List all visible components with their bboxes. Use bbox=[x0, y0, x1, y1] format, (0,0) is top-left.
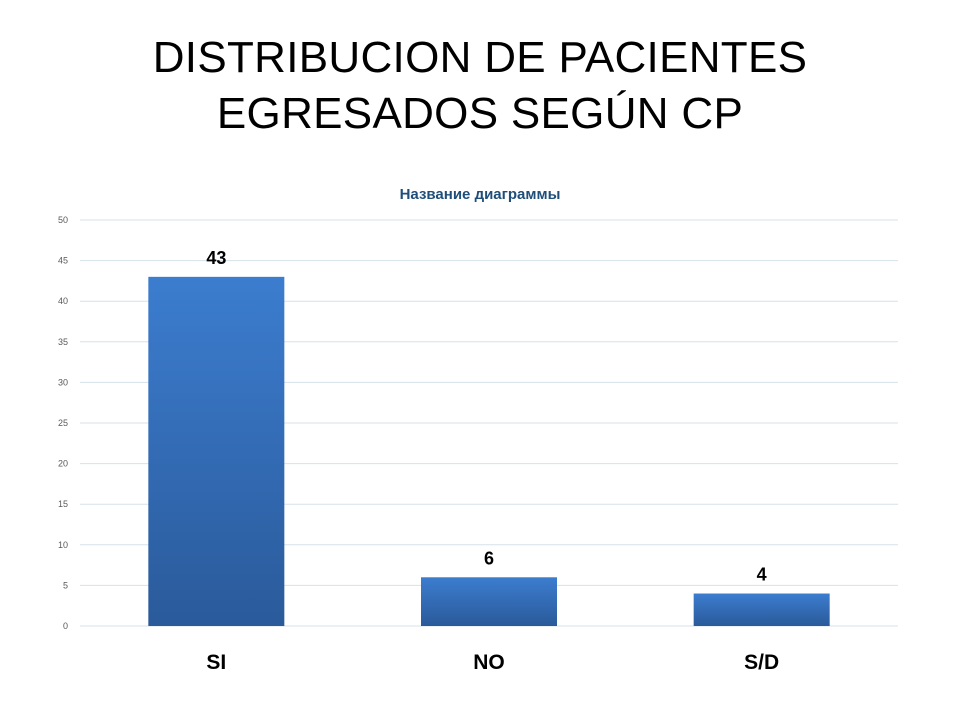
data-label: 43 bbox=[206, 248, 226, 268]
bar-no bbox=[421, 577, 557, 626]
y-tick-label: 35 bbox=[58, 337, 68, 347]
y-tick-label: 15 bbox=[58, 499, 68, 509]
y-tick-label: 40 bbox=[58, 296, 68, 306]
y-tick-label: 5 bbox=[63, 580, 68, 590]
y-tick-label: 25 bbox=[58, 418, 68, 428]
x-category-label: S/D bbox=[744, 651, 779, 674]
slide-title-line-2: EGRESADOS SEGÚN CP bbox=[216, 89, 744, 138]
data-label: 4 bbox=[757, 565, 767, 585]
chart-title: Название диаграммы bbox=[400, 186, 561, 203]
slide-title: DISTRIBUCION DE PACIENTES EGRESADOS SEGÚ… bbox=[80, 30, 880, 142]
x-category-label: SI bbox=[206, 651, 226, 674]
y-tick-label: 0 bbox=[63, 621, 68, 631]
y-tick-label: 10 bbox=[58, 540, 68, 550]
x-category-label: NO bbox=[473, 651, 505, 674]
bar-si bbox=[148, 276, 285, 626]
data-label: 6 bbox=[484, 548, 494, 568]
y-tick-label: 50 bbox=[58, 215, 68, 225]
y-tick-label: 20 bbox=[58, 459, 68, 469]
slide-title-line-1: DISTRIBUCION DE PACIENTES bbox=[152, 33, 808, 82]
y-tick-label: 30 bbox=[58, 377, 68, 387]
bar-s-d bbox=[693, 593, 830, 626]
y-tick-label: 45 bbox=[58, 256, 68, 266]
